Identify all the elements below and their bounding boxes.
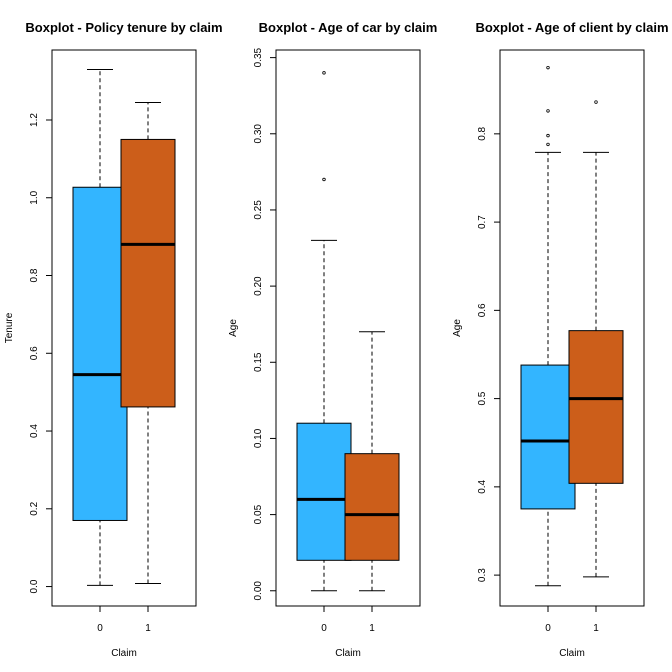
iqr-box: [296, 422, 352, 561]
y-tick-label: 0.4: [29, 424, 40, 438]
x-tick-label: 0: [97, 623, 103, 634]
x-axis-label: Claim: [335, 648, 361, 659]
x-tick-label: 1: [145, 623, 151, 634]
box-group-claim-1: [568, 100, 624, 578]
y-tick-label: 0.6: [29, 346, 40, 360]
outlier-point: [546, 133, 550, 138]
outlier-point: [546, 142, 550, 147]
box-group-claim-1: [344, 331, 400, 592]
y-axis-label: Age: [228, 319, 239, 337]
y-axis-label: Age: [452, 319, 463, 337]
chart-title: Boxplot - Age of car by claim: [259, 20, 438, 35]
y-tick-label: 0.15: [253, 352, 264, 372]
outlier-point: [546, 109, 550, 113]
y-tick-label: 0.10: [253, 428, 264, 448]
box-group-claim-0: [520, 65, 576, 587]
y-tick-label: 0.4: [477, 479, 488, 493]
y-tick-label: 0.5: [477, 391, 488, 405]
iqr-box: [568, 330, 624, 484]
x-axis-label: Claim: [111, 648, 137, 659]
panel-age-of-client: Boxplot - Age of client by claim Claim A…: [452, 20, 669, 659]
y-tick-label: 1.0: [29, 190, 40, 204]
iqr-box: [72, 186, 128, 521]
plot-frame: [275, 49, 421, 607]
x-tick-label: 0: [545, 623, 551, 634]
outlier-point: [322, 177, 326, 182]
iqr-box: [344, 453, 400, 561]
x-tick-label: 1: [593, 623, 599, 634]
chart-title: Boxplot - Age of client by claim: [475, 20, 668, 35]
box-group-claim-0: [72, 68, 128, 586]
plot-frame: [51, 49, 197, 607]
iqr-box: [520, 364, 576, 510]
outlier-point: [546, 65, 550, 70]
y-tick-label: 0.6: [477, 303, 488, 317]
outlier-point: [594, 100, 598, 104]
y-tick-label: 0.25: [253, 200, 264, 220]
y-tick-label: 0.8: [29, 268, 40, 282]
y-tick-label: 0.30: [253, 124, 264, 144]
y-tick-label: 0.7: [477, 215, 488, 229]
iqr-box: [120, 138, 176, 408]
y-tick-label: 0.2: [29, 501, 40, 515]
panel-age-of-car: Boxplot - Age of car by claim Claim Age …: [228, 20, 437, 659]
panel-policy-tenure: Boxplot - Policy tenure by claim Claim T…: [4, 20, 223, 659]
y-tick-label: 0.3: [477, 568, 488, 582]
x-tick-label: 0: [321, 623, 327, 634]
y-tick-label: 0.20: [253, 276, 264, 296]
outlier-point: [322, 71, 326, 75]
y-tick-label: 0.05: [253, 504, 264, 524]
y-tick-label: 0.0: [29, 579, 40, 593]
x-axis-label: Claim: [559, 648, 585, 659]
box-group-claim-1: [120, 101, 176, 584]
y-tick-label: 0.8: [477, 126, 488, 140]
y-tick-label: 1.2: [29, 113, 40, 127]
y-tick-label: 0.00: [253, 581, 264, 601]
y-axis-label: Tenure: [4, 312, 15, 343]
box-group-claim-0: [296, 71, 352, 592]
chart-title: Boxplot - Policy tenure by claim: [25, 20, 222, 35]
x-tick-label: 1: [369, 623, 375, 634]
y-tick-label: 0.35: [253, 47, 264, 67]
plot-frame: [499, 49, 645, 607]
